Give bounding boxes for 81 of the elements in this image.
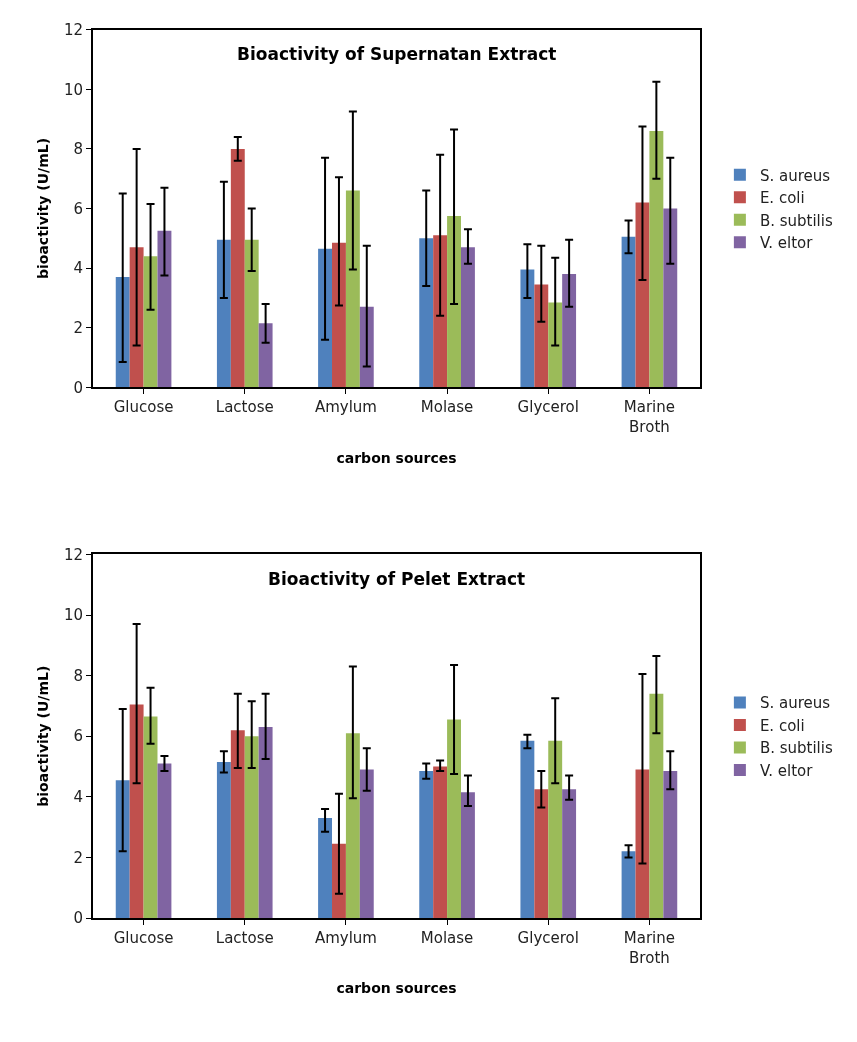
legend-label: B. subtilis [759, 739, 833, 758]
bar [419, 238, 434, 388]
bar [621, 236, 636, 388]
bar [562, 274, 577, 388]
bar [433, 766, 448, 919]
bar [649, 693, 664, 919]
y-tick-label: 0 [73, 378, 83, 397]
bar [548, 740, 563, 919]
bar [332, 242, 346, 388]
x-tick-label: Glycerol [517, 398, 579, 417]
bar [129, 247, 144, 388]
bar [345, 733, 360, 919]
bar [318, 818, 333, 919]
bar [157, 230, 172, 388]
bar [244, 239, 259, 388]
y-axis-title: bioactivity (U/mL) [35, 137, 52, 280]
bar [230, 148, 245, 388]
y-tick-label: 12 [63, 20, 83, 39]
bar [216, 239, 231, 388]
x-tick-label: Molase [420, 929, 474, 948]
y-tick-label: 12 [63, 545, 83, 564]
y-tick-label: 8 [73, 666, 83, 685]
x-axis-title: carbon sources [336, 980, 457, 997]
bar [663, 208, 678, 388]
y-tick-label: 10 [63, 606, 83, 625]
bar [129, 704, 144, 919]
bar [562, 789, 577, 919]
x-tick-label: Marine Broth [623, 929, 676, 967]
y-tick-label: 2 [73, 848, 83, 867]
y-tick-label: 4 [73, 259, 83, 278]
bar [520, 740, 535, 919]
x-tick-label: Lactose [215, 398, 274, 417]
bar [143, 716, 158, 919]
y-tick-label: 10 [63, 80, 83, 99]
bar [447, 215, 461, 388]
bar [460, 792, 475, 919]
x-tick-label: Marine Broth [623, 398, 676, 436]
y-tick-label: 0 [73, 909, 83, 928]
y-tick-label: 2 [73, 318, 83, 337]
bar [534, 284, 549, 388]
bar [460, 247, 475, 388]
legend-label: S. aureus [759, 694, 831, 713]
y-tick-label: 8 [73, 140, 83, 159]
x-tick-label: Glycerol [517, 929, 579, 948]
x-tick-label: Amylum [314, 929, 377, 948]
bar [157, 763, 172, 919]
legend-label: V. eltor [759, 761, 814, 780]
legend-label: E. coli [759, 189, 805, 208]
bar [621, 851, 636, 919]
y-axis-title: bioactivity (U/mL) [35, 665, 52, 807]
bar [115, 780, 130, 919]
legend-label: V. eltor [759, 234, 814, 253]
bar [663, 771, 678, 919]
legend-label: S. aureus [759, 166, 831, 185]
bar [345, 190, 360, 388]
x-tick-label: Amylum [314, 398, 377, 417]
bar [649, 130, 664, 388]
bar [520, 269, 535, 388]
bar [258, 727, 273, 919]
text: Bioactivity of Pelet Extract [268, 569, 526, 589]
bar [230, 730, 245, 919]
bar [534, 789, 549, 919]
legend-label: E. coli [759, 716, 805, 735]
legend-label: B. subtilis [759, 211, 833, 230]
y-tick-label: 6 [73, 727, 83, 746]
x-tick-label: Glucose [113, 398, 174, 417]
bar [419, 771, 434, 919]
bar [216, 761, 231, 919]
y-tick-label: 4 [73, 788, 83, 807]
x-tick-label: Molase [420, 398, 474, 417]
bar [548, 302, 563, 388]
x-tick-label: Lactose [215, 929, 274, 948]
bar [447, 719, 461, 919]
x-tick-label: Glucose [113, 929, 174, 948]
x-axis-title: carbon sources [336, 449, 457, 466]
bar [433, 235, 448, 388]
text: Bioactivity of Supernatan Extract [237, 44, 557, 64]
bar [258, 323, 273, 388]
bar [244, 736, 259, 919]
bar [359, 769, 374, 919]
y-tick-label: 6 [73, 199, 83, 218]
